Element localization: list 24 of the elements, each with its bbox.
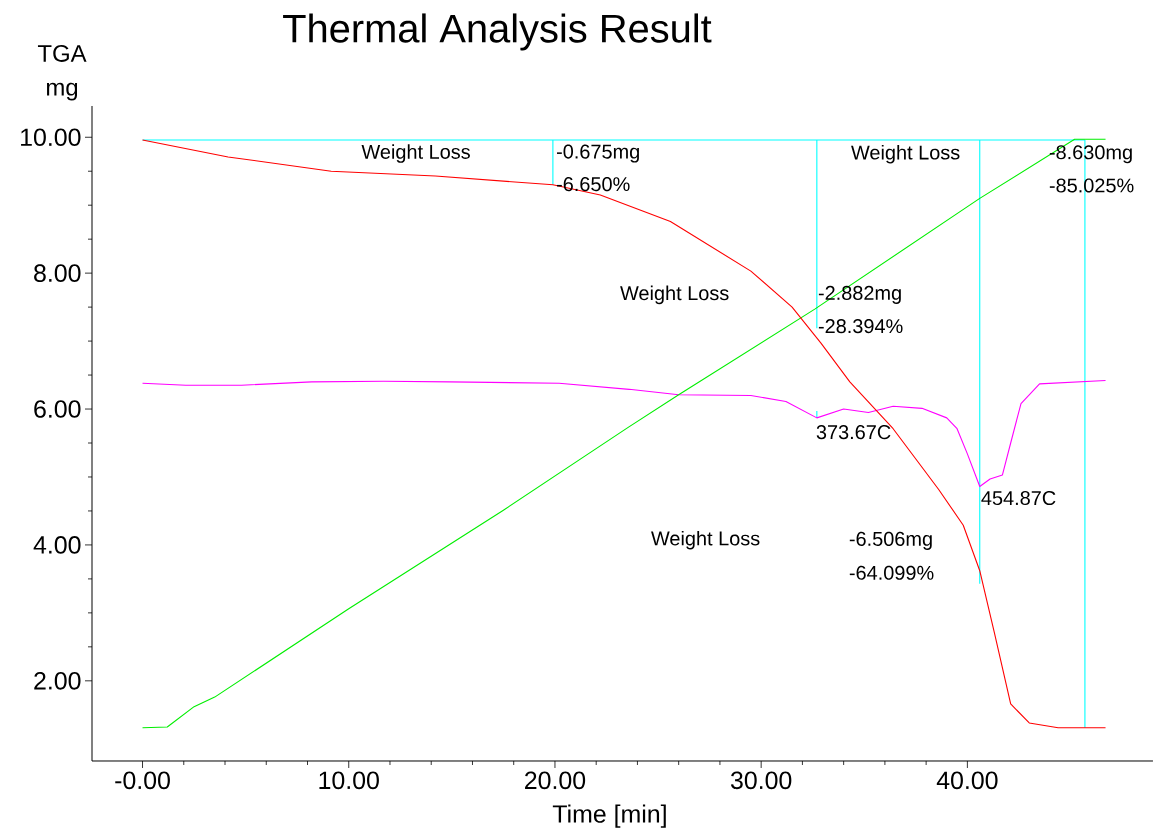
x-tick-label: 40.00 [936, 771, 998, 790]
annotation: 454.87C [981, 490, 1056, 506]
annotation: -28.394% [818, 319, 903, 334]
annotation: -6.506mg [849, 531, 932, 550]
y-axis-title: TGA mg [37, 44, 87, 101]
y-tick-label: 4.00 [33, 536, 81, 554]
y-tick-label: 10.00 [21, 128, 81, 147]
x-tick-label: 30.00 [730, 771, 792, 790]
annotation: Weight Loss [851, 144, 960, 164]
chart-title: Thermal Analysis Result [283, 13, 712, 51]
annotation: -6.650% [556, 177, 630, 192]
x-tick-label: 10.00 [319, 771, 379, 790]
x-tick-label: -0.00 [115, 771, 170, 790]
annotation: Weight Loss [361, 144, 470, 163]
annotation: Weight Loss [620, 285, 729, 305]
x-tick-label: 20.00 [525, 771, 586, 790]
x-axis-title: Time [min] [552, 804, 666, 828]
annotation: 373.67C [816, 425, 891, 440]
y-tick-label: 6.00 [34, 400, 81, 418]
annotation: Weight Loss [651, 530, 760, 550]
annotation: -64.099% [849, 565, 934, 580]
annotation: -0.675mg [556, 144, 639, 163]
y-tick-label: 8.00 [34, 264, 81, 282]
y-tick-label: 2.00 [34, 671, 81, 690]
